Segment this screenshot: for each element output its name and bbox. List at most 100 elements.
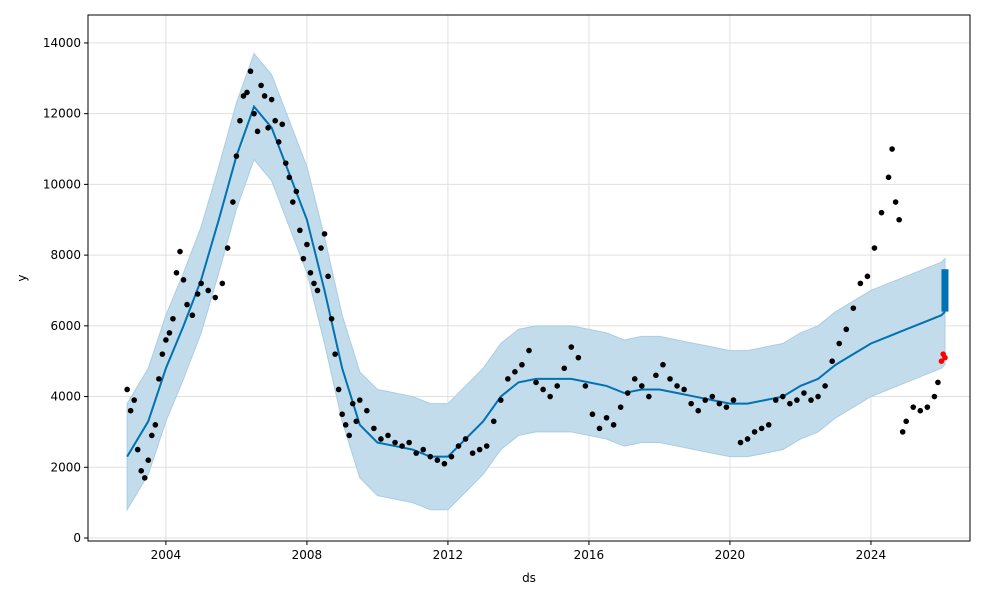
data-point xyxy=(356,397,363,403)
data-point xyxy=(272,117,278,124)
data-point xyxy=(885,174,892,181)
data-point xyxy=(695,407,702,414)
data-point xyxy=(667,376,673,382)
data-point xyxy=(935,379,941,386)
data-point xyxy=(938,358,945,364)
data-point xyxy=(596,425,603,432)
data-point xyxy=(547,393,553,400)
data-point xyxy=(462,436,469,442)
x-tick-label: 2004 xyxy=(151,548,182,562)
x-axis-label: ds xyxy=(522,571,536,585)
data-point xyxy=(702,397,709,403)
data-point xyxy=(290,199,296,205)
data-point xyxy=(533,379,539,386)
data-point xyxy=(134,446,141,453)
data-point xyxy=(899,429,906,435)
data-point xyxy=(170,315,176,322)
data-point xyxy=(730,397,737,403)
data-point xyxy=(198,280,204,287)
data-point xyxy=(392,439,398,446)
data-point xyxy=(244,89,250,96)
data-point xyxy=(180,277,187,283)
data-point xyxy=(448,453,455,460)
x-tick-label: 2024 xyxy=(856,548,887,562)
data-point xyxy=(173,269,180,276)
data-point xyxy=(490,418,497,425)
data-point xyxy=(878,209,885,216)
data-point xyxy=(505,376,511,382)
data-point xyxy=(307,269,314,276)
data-point xyxy=(293,188,300,195)
data-point xyxy=(406,439,412,446)
data-point xyxy=(441,460,448,467)
data-point xyxy=(942,354,948,361)
data-point xyxy=(219,280,226,287)
data-point xyxy=(237,117,243,124)
data-point xyxy=(149,432,155,439)
data-point xyxy=(910,404,917,410)
data-point xyxy=(455,443,462,449)
data-point xyxy=(240,93,247,99)
data-point xyxy=(864,273,871,280)
data-point xyxy=(924,404,931,410)
data-point xyxy=(159,351,166,357)
y-tick-label: 2000 xyxy=(50,460,81,474)
data-point xyxy=(349,400,356,407)
data-point xyxy=(737,439,744,446)
data-point xyxy=(163,337,169,343)
data-point xyxy=(286,174,293,181)
data-point xyxy=(275,139,282,145)
plot-frame xyxy=(87,14,971,542)
data-point xyxy=(780,393,786,400)
data-point xyxy=(896,216,902,223)
data-point xyxy=(332,351,338,357)
data-point xyxy=(335,386,342,393)
data-point xyxy=(268,96,275,103)
data-point xyxy=(808,397,814,403)
data-point xyxy=(850,305,857,311)
data-point xyxy=(233,153,240,159)
x-tick-label: 2016 xyxy=(574,548,605,562)
data-point xyxy=(145,457,152,463)
data-point xyxy=(709,393,716,400)
data-point xyxy=(917,407,924,414)
data-point xyxy=(575,354,582,361)
data-point xyxy=(138,468,145,474)
data-point xyxy=(265,125,271,131)
data-point xyxy=(469,450,476,456)
data-point xyxy=(681,386,687,393)
data-point xyxy=(311,280,317,287)
data-point xyxy=(871,245,878,251)
data-point xyxy=(822,383,828,389)
x-tick-label: 2012 xyxy=(433,548,464,562)
data-point xyxy=(342,422,349,428)
data-point xyxy=(476,446,483,453)
data-point xyxy=(152,422,159,428)
data-point xyxy=(321,231,328,237)
data-point xyxy=(297,227,303,234)
data-point xyxy=(617,404,624,410)
data-point xyxy=(794,397,800,403)
y-tick-label: 0 xyxy=(73,531,81,545)
data-point xyxy=(568,344,575,350)
x-tick-label: 2020 xyxy=(715,548,746,562)
data-point xyxy=(166,330,173,336)
data-point xyxy=(261,93,268,99)
data-point xyxy=(624,390,631,396)
data-point xyxy=(141,475,148,481)
data-point xyxy=(526,347,532,354)
data-point xyxy=(230,199,236,205)
data-point xyxy=(184,301,190,308)
data-point xyxy=(127,407,134,414)
data-point xyxy=(639,383,645,389)
data-point xyxy=(427,453,434,460)
y-tick-label: 4000 xyxy=(50,390,81,404)
data-point xyxy=(497,397,504,403)
forecast-line xyxy=(126,104,946,458)
data-point xyxy=(156,376,162,382)
data-point xyxy=(318,245,324,251)
data-point xyxy=(131,397,137,403)
